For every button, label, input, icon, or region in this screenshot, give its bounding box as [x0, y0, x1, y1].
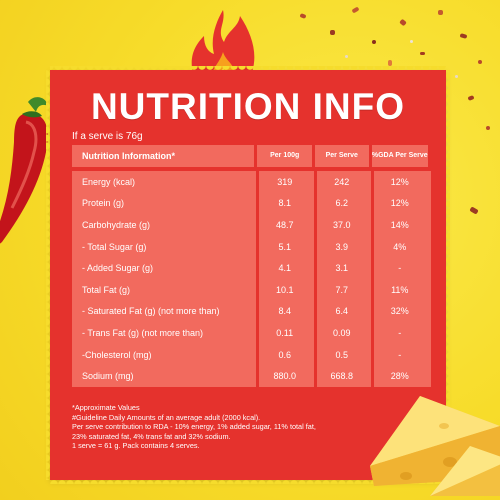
- table-row: Protein (g) 8.1 6.2 12%: [72, 193, 428, 215]
- table-row: - Total Sugar (g) 5.1 3.9 4%: [72, 236, 428, 258]
- row-label: - Saturated Fat (g) (not more than): [82, 306, 220, 317]
- per-100g-value: 0.11: [276, 327, 294, 338]
- per-serve-value: 37.0: [332, 219, 351, 230]
- per-serve-value: 0.5: [335, 349, 348, 360]
- row-label: -Cholesterol (mg): [82, 349, 152, 360]
- serve-note: If a serve is 76g: [72, 131, 143, 142]
- footnote-line: 23% saturated fat, 4% trans fat and 32% …: [72, 431, 231, 441]
- gda-value: 12%: [390, 176, 409, 187]
- footnote-line: #Guideline Daily Amounts of an average a…: [72, 412, 261, 422]
- gda-value: 4%: [393, 241, 407, 252]
- row-label: - Trans Fat (g) (not more than): [82, 327, 204, 338]
- per-100g-value: 8.4: [278, 306, 291, 317]
- header-nutrition-info: Nutrition Information*: [72, 145, 255, 167]
- gda-value: 28%: [390, 371, 409, 382]
- table-row: Sodium (mg) 880.0 668.8 28%: [72, 365, 428, 387]
- nutrition-card: NUTRITION INFO If a serve is 76g Nutriti…: [46, 70, 450, 484]
- per-serve-value: 668.8: [330, 371, 354, 382]
- per-100g-value: 4.1: [278, 263, 291, 274]
- per-serve-value: 0.09: [332, 327, 351, 338]
- nutrition-table: Nutrition Information* Per 100g Per Serv…: [72, 145, 431, 387]
- table-row: - Saturated Fat (g) (not more than) 8.4 …: [72, 301, 428, 323]
- row-label: Sodium (mg): [82, 371, 134, 382]
- per-100g-value: 48.7: [275, 219, 294, 230]
- row-label: Total Fat (g): [82, 284, 131, 295]
- per-serve-value: 242: [334, 176, 350, 187]
- chili-pepper-icon: [0, 97, 48, 244]
- page-title: NUTRITION INFO: [90, 86, 406, 127]
- gda-value: 11%: [391, 284, 409, 295]
- per-100g-value: 8.1: [278, 198, 291, 209]
- per-100g-value: 880.0: [273, 371, 296, 382]
- footnote-line: Per serve contribution to RDA - 10% ener…: [72, 422, 316, 432]
- footnote-line: *Approximate Values: [72, 403, 140, 412]
- gda-value: 12%: [390, 198, 409, 209]
- per-serve-value: 3.9: [335, 241, 348, 252]
- gda-value: 14%: [390, 219, 409, 230]
- per-100g-value: 0.6: [278, 349, 291, 360]
- per-100g-value: 319: [277, 176, 293, 187]
- table-row: Total Fat (g) 10.1 7.7 11%: [72, 279, 428, 301]
- table-row: Carbohydrate (g) 48.7 37.0 14%: [72, 214, 428, 236]
- row-label: - Added Sugar (g): [82, 263, 154, 274]
- table-body: Energy (kcal) 319 242 12% Protein (g) 8.…: [72, 171, 431, 387]
- row-label: Protein (g): [82, 198, 125, 209]
- footnotes: *Approximate Values #Guideline Daily Amo…: [72, 403, 316, 451]
- header-per-100g: Per 100g: [257, 145, 312, 167]
- row-label: Carbohydrate (g): [82, 219, 151, 230]
- per-serve-value: 6.4: [335, 306, 348, 317]
- footnote-line: 1 serve = 61 g. Pack contains 4 serves.: [72, 441, 200, 451]
- per-serve-value: 6.2: [335, 198, 348, 209]
- per-100g-value: 5.1: [278, 241, 291, 252]
- gda-value: -: [398, 327, 402, 338]
- cheese-icon: [370, 396, 500, 496]
- header-gda: %GDA Per Serve: [371, 145, 429, 167]
- header-per-serve: Per Serve: [314, 145, 369, 167]
- table-row: -Cholesterol (mg) 0.6 0.5 -: [72, 344, 428, 366]
- per-serve-value: 7.7: [335, 284, 348, 295]
- gda-value: -: [398, 349, 402, 360]
- row-label: Energy (kcal): [82, 176, 136, 187]
- row-label: - Total Sugar (g): [82, 241, 147, 252]
- table-header: Nutrition Information* Per 100g Per Serv…: [72, 145, 429, 167]
- per-serve-value: 3.1: [335, 263, 348, 274]
- gda-value: -: [398, 263, 402, 274]
- table-row: Energy (kcal) 319 242 12%: [72, 171, 428, 193]
- table-row: - Added Sugar (g) 4.1 3.1 -: [72, 257, 428, 279]
- table-row: - Trans Fat (g) (not more than) 0.11 0.0…: [72, 322, 428, 344]
- per-100g-value: 10.1: [275, 284, 294, 295]
- gda-value: 32%: [390, 306, 409, 317]
